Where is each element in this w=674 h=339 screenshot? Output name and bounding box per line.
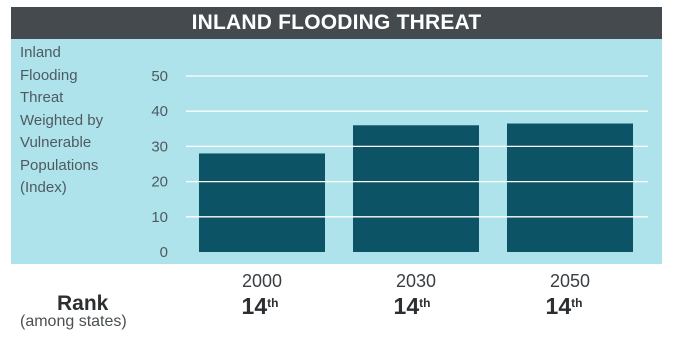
rank-subtitle: (among states) [20, 313, 127, 330]
rank-suffix: th [571, 296, 583, 310]
y-axis-label-line: Flooding [20, 66, 78, 84]
y-axis-label-line: Weighted by [20, 111, 104, 129]
y-axis-label-line: Vulnerable [20, 134, 92, 151]
rank-number: 14 [545, 293, 572, 319]
rank-number: 14 [393, 293, 420, 319]
y-axis-label-line: Inland [20, 44, 61, 61]
rank-value-2030: 14th [362, 293, 462, 320]
y-tick-label: 40 [151, 103, 168, 120]
rank-suffix: th [419, 296, 431, 310]
rank-suffix: th [267, 296, 279, 310]
chart-title: INLAND FLOODING THREAT [11, 7, 662, 39]
rank-title: Rank [57, 292, 109, 315]
y-axis-label-line: Populations [20, 156, 99, 174]
y-tick-label: 10 [151, 209, 168, 226]
bar-2050 [507, 123, 633, 253]
x-tick-label: 2000 [242, 271, 282, 291]
x-tick-label: 2030 [396, 271, 436, 291]
y-axis-label-line: (Index) [20, 179, 67, 196]
y-tick-label: 0 [160, 244, 168, 261]
y-axis-label: Inland Flooding Threat Weighted by Vulne… [20, 42, 140, 200]
bar-2030 [353, 125, 479, 252]
y-axis-label-line: Threat [20, 89, 64, 106]
y-tick-label: 50 [151, 68, 168, 85]
rank-value-2050: 14th [514, 293, 614, 320]
rank-number: 14 [241, 293, 268, 319]
x-tick-label: 2050 [550, 271, 590, 291]
bar-2000 [199, 153, 325, 252]
rank-value-2000: 14th [210, 293, 310, 320]
y-tick-label: 20 [151, 174, 168, 191]
y-tick-label: 30 [151, 138, 168, 155]
